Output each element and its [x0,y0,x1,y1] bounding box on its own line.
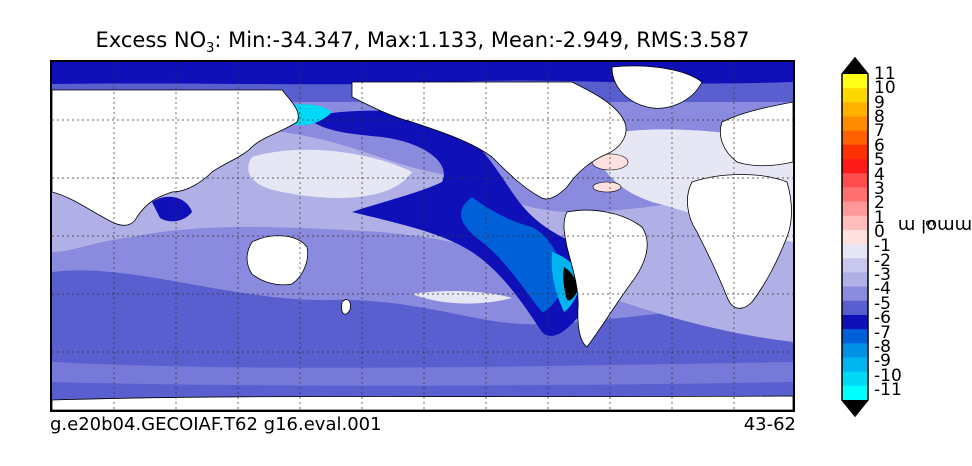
colorbar-tick-label: 0 [874,222,885,242]
colorbar-tick-label: -10 [874,365,902,386]
contour-positive-patch-2 [592,181,622,193]
colorbar-tick-label: -6 [874,308,891,329]
colorbar-segment [842,343,868,358]
colorbar-tick-label: -7 [874,322,891,343]
footer-run-name: g.e20b04.GECOIAF.T62 g16.eval.001 [50,414,382,435]
colorbar-segment [842,258,868,273]
colorbar-extend-bottom [842,400,868,416]
land-australia [246,235,309,286]
colorbar-tick-label: 10 [874,78,896,99]
grid-lines [52,62,793,410]
colorbar-segment [842,102,868,118]
colorbar-segment [842,371,868,387]
colorbar-segment [842,357,868,373]
land-europe [720,101,793,167]
contour-band-minus1-pacific [248,149,412,198]
contour-band-minus6 [461,197,567,312]
colorbar-tick-label: -8 [874,336,891,357]
colorbar-segment [842,130,868,146]
plot-title: Excess NO3: Min:-34.347, Max:1.133, Mean… [95,28,750,57]
contour-band-southern-light [52,362,793,386]
land-south-america [563,209,648,348]
colorbar-tick-label: 11 [874,64,896,84]
colorbar-segment [842,173,868,188]
land-greenland [611,65,703,109]
colorbar-tick-label: 6 [874,135,885,156]
colorbar-outline [841,56,869,418]
colorbar-tick-label: -1 [874,236,891,257]
colorbar-segment [842,286,868,302]
colorbar-tick-label: 1 [874,207,885,228]
colorbar-segment [842,144,868,160]
colorbar-segment [842,88,868,103]
map-panel [50,60,795,412]
colorbar-segment [842,215,868,231]
land [52,65,793,410]
colorbar-tick-label: 3 [874,178,885,199]
colorbar-segment [842,159,868,174]
land-new-zealand [341,299,351,315]
colorbar-segment [842,116,868,132]
colorbar-segment [842,314,868,330]
colorbar-tick-label: -5 [874,293,891,314]
colorbar-segment [842,300,868,316]
contour-band-indonesia [152,196,192,222]
colorbar-tick-label: 4 [874,164,885,185]
colorbar-extend-top [842,58,868,74]
colorbar-segment [842,385,868,401]
land-antarctica [52,395,793,410]
colorbar-tick-label: 5 [874,150,885,171]
colorbar-segment [842,201,868,217]
footer-year-range: 43-62 [743,414,796,435]
colorbar-tick-label: 7 [874,121,885,142]
colorbar-tick-label: -11 [874,380,902,400]
colorbar-tick-label: -3 [874,265,891,286]
colorbar-tick-label: 2 [874,193,885,214]
land-africa [687,174,792,309]
colorbar-tick-label: -2 [874,250,891,271]
colorbar-tick-labels: 11 10 9 8 7 6 5 4 3 2 1 0 -1 -2 -3 -4 -5 -6 -7 -8 -9 -10 -11 [874,66,924,399]
colorbar-tick-label: -9 [874,351,891,372]
colorbar-tick-label: -4 [874,279,891,300]
colorbar-units: mmol m -3 [897,214,972,236]
colorbar [841,56,869,418]
colorbar-segment [842,272,868,288]
contour-band-peru-min [563,267,578,301]
land-asia [52,89,299,226]
colorbar-segment [842,187,868,203]
contour-band-arctic [52,62,793,85]
colorbar-segment [842,329,868,344]
colorbar-segment [842,74,868,89]
colorbar-tick-label: 9 [874,92,885,113]
colorbar-segment [842,229,868,245]
colorbar-segment [842,244,868,259]
colorbar-tick-label: 8 [874,107,885,128]
